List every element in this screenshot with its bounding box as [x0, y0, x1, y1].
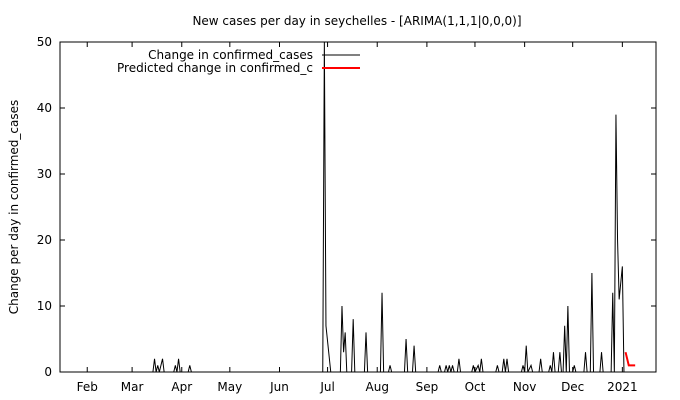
chart-title: New cases per day in seychelles - [ARIMA… — [192, 14, 521, 28]
y-tick-label: 50 — [37, 35, 52, 49]
y-tick-label: 40 — [37, 101, 52, 115]
x-tick-label: Apr — [171, 380, 192, 394]
x-axis-ticks: Feb Mar Apr May Jun Jul Aug Sep Oct Nov Dec 2021 — [77, 42, 638, 394]
series-layer — [68, 42, 636, 372]
x-tick-label: 2021 — [607, 380, 638, 394]
legend-label: Change in confirmed_cases — [148, 48, 313, 62]
y-tick-label: 0 — [44, 365, 52, 379]
x-tick-label: May — [217, 380, 242, 394]
legend-label: Predicted change in confirmed_c — [117, 61, 313, 75]
y-tick-label: 30 — [37, 167, 52, 181]
x-tick-label: Dec — [561, 380, 584, 394]
y-axis-ticks: 0 10 20 30 40 50 — [37, 35, 656, 379]
x-tick-label: Jun — [269, 380, 289, 394]
x-tick-label: Feb — [77, 380, 98, 394]
x-tick-label: Sep — [416, 380, 439, 394]
y-axis-label: Change per day in confirmed_cases — [7, 100, 21, 315]
x-tick-label: Jul — [319, 380, 334, 394]
x-tick-label: Mar — [121, 380, 144, 394]
plot-area-frame — [59, 41, 657, 373]
series-line-confirmed-cases — [68, 42, 625, 372]
x-tick-label: Oct — [465, 380, 486, 394]
y-tick-label: 20 — [37, 233, 52, 247]
y-tick-label: 10 — [37, 299, 52, 313]
x-tick-label: Nov — [513, 380, 536, 394]
series-line-predicted — [624, 351, 636, 367]
x-tick-label: Aug — [366, 380, 389, 394]
